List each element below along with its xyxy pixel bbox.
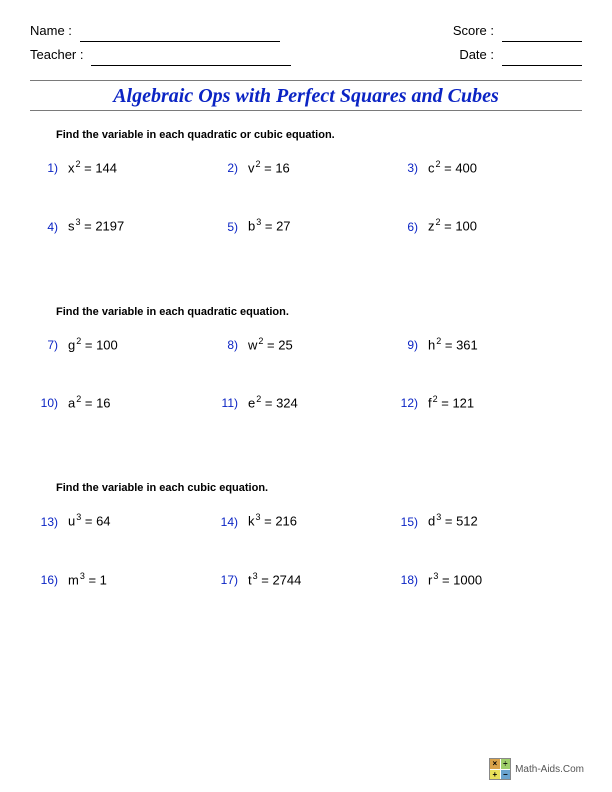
problem-number: 7): [40, 338, 68, 352]
problem-expression: f2 = 121: [428, 394, 474, 410]
problem-number: 5): [220, 220, 248, 234]
problem-number: 8): [220, 338, 248, 352]
sections-container: Find the variable in each quadratic or c…: [30, 129, 582, 587]
problem-number: 16): [40, 573, 68, 587]
problem-number: 6): [400, 220, 428, 234]
score-field: Score :: [453, 20, 582, 42]
problems-group: 1)x2 = 1442)v2 = 163)c2 = 4004)s3 = 2197…: [30, 159, 582, 234]
problem-expression: t3 = 2744: [248, 571, 301, 587]
problem-number: 4): [40, 220, 68, 234]
problem-number: 14): [220, 515, 248, 529]
problem-expression: d3 = 512: [428, 512, 478, 528]
problem: 7)g2 = 100: [40, 336, 220, 352]
problem-expression: x2 = 144: [68, 159, 117, 175]
problems-group: 13)u3 = 6414)k3 = 21615)d3 = 51216)m3 = …: [30, 512, 582, 587]
section-heading: Find the variable in each quadratic equa…: [56, 306, 582, 318]
problem: 10)a2 = 16: [40, 394, 220, 410]
header-row-2: Teacher : Date :: [30, 44, 582, 66]
problem-expression: g2 = 100: [68, 336, 118, 352]
problem-expression: u3 = 64: [68, 512, 111, 528]
icon-cell: +: [490, 770, 500, 780]
problem-expression: h2 = 361: [428, 336, 478, 352]
date-blank[interactable]: [502, 52, 582, 66]
teacher-blank[interactable]: [91, 52, 291, 66]
section-heading: Find the variable in each quadratic or c…: [56, 129, 582, 141]
problem-number: 12): [400, 396, 428, 410]
math-aids-icon: ×÷+−: [489, 758, 511, 780]
title-rule-top: [30, 80, 582, 81]
problem: 5)b3 = 27: [220, 217, 400, 233]
problem-expression: z2 = 100: [428, 217, 477, 233]
icon-cell: ×: [490, 759, 500, 769]
problem-expression: m3 = 1: [68, 571, 107, 587]
date-label: Date :: [459, 44, 494, 66]
problem-expression: s3 = 2197: [68, 217, 124, 233]
problem: 12)f2 = 121: [400, 394, 580, 410]
problem: 2)v2 = 16: [220, 159, 400, 175]
problem-number: 1): [40, 161, 68, 175]
problem-row: 10)a2 = 1611)e2 = 32412)f2 = 121: [40, 394, 582, 410]
problem-number: 17): [220, 573, 248, 587]
problem: 9)h2 = 361: [400, 336, 580, 352]
teacher-label: Teacher :: [30, 44, 83, 66]
problem-expression: a2 = 16: [68, 394, 111, 410]
problem: 17)t3 = 2744: [220, 571, 400, 587]
problem: 8)w2 = 25: [220, 336, 400, 352]
worksheet-page: Name : Score : Teacher : Date : Algebrai…: [0, 0, 612, 587]
name-blank[interactable]: [80, 28, 280, 42]
problem: 15)d3 = 512: [400, 512, 580, 528]
problems-group: 7)g2 = 1008)w2 = 259)h2 = 36110)a2 = 161…: [30, 336, 582, 411]
score-label: Score :: [453, 20, 494, 42]
problem-expression: e2 = 324: [248, 394, 298, 410]
problem-number: 15): [400, 515, 428, 529]
problem-number: 10): [40, 396, 68, 410]
problem-number: 9): [400, 338, 428, 352]
problem: 16)m3 = 1: [40, 571, 220, 587]
icon-cell: ÷: [501, 759, 511, 769]
problem-row: 13)u3 = 6414)k3 = 21615)d3 = 512: [40, 512, 582, 528]
section-gap: [30, 452, 582, 474]
problem-expression: k3 = 216: [248, 512, 297, 528]
name-label: Name :: [30, 20, 72, 42]
problem: 6)z2 = 100: [400, 217, 580, 233]
problem-expression: c2 = 400: [428, 159, 477, 175]
problem-number: 3): [400, 161, 428, 175]
teacher-field: Teacher :: [30, 44, 291, 66]
problem: 13)u3 = 64: [40, 512, 220, 528]
problem: 18)r3 = 1000: [400, 571, 580, 587]
problem: 3)c2 = 400: [400, 159, 580, 175]
problem: 4)s3 = 2197: [40, 217, 220, 233]
icon-cell: −: [501, 770, 511, 780]
problem-expression: b3 = 27: [248, 217, 291, 233]
header-fields: Name : Score : Teacher : Date :: [30, 20, 582, 66]
problem-row: 16)m3 = 117)t3 = 274418)r3 = 1000: [40, 571, 582, 587]
score-blank[interactable]: [502, 28, 582, 42]
title-text: Algebraic Ops with Perfect Squares and C…: [113, 85, 499, 107]
problem: 14)k3 = 216: [220, 512, 400, 528]
problem-row: 7)g2 = 1008)w2 = 259)h2 = 361: [40, 336, 582, 352]
title-rule-bottom: [30, 110, 582, 111]
problem-number: 13): [40, 515, 68, 529]
problem-expression: w2 = 25: [248, 336, 293, 352]
name-field: Name :: [30, 20, 280, 42]
problem-number: 18): [400, 573, 428, 587]
problem-row: 1)x2 = 1442)v2 = 163)c2 = 400: [40, 159, 582, 175]
worksheet-title: Algebraic Ops with Perfect Squares and C…: [30, 85, 582, 108]
date-field: Date :: [459, 44, 582, 66]
problem-expression: v2 = 16: [248, 159, 290, 175]
section-heading: Find the variable in each cubic equation…: [56, 482, 582, 494]
problem-number: 11): [220, 396, 248, 410]
problem: 11)e2 = 324: [220, 394, 400, 410]
section-gap: [30, 276, 582, 298]
header-row-1: Name : Score :: [30, 20, 582, 42]
problem: 1)x2 = 144: [40, 159, 220, 175]
problem-expression: r3 = 1000: [428, 571, 482, 587]
footer: ×÷+− Math-Aids.Com: [489, 758, 584, 780]
footer-text: Math-Aids.Com: [515, 764, 584, 775]
problem-row: 4)s3 = 21975)b3 = 276)z2 = 100: [40, 217, 582, 233]
problem-number: 2): [220, 161, 248, 175]
